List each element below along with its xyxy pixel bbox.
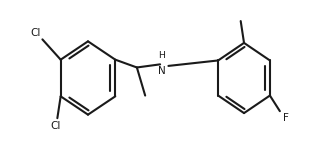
Text: H: H: [158, 51, 165, 60]
Text: N: N: [158, 66, 166, 76]
Text: F: F: [283, 113, 289, 123]
Text: Cl: Cl: [30, 28, 41, 38]
Text: Cl: Cl: [50, 121, 61, 131]
